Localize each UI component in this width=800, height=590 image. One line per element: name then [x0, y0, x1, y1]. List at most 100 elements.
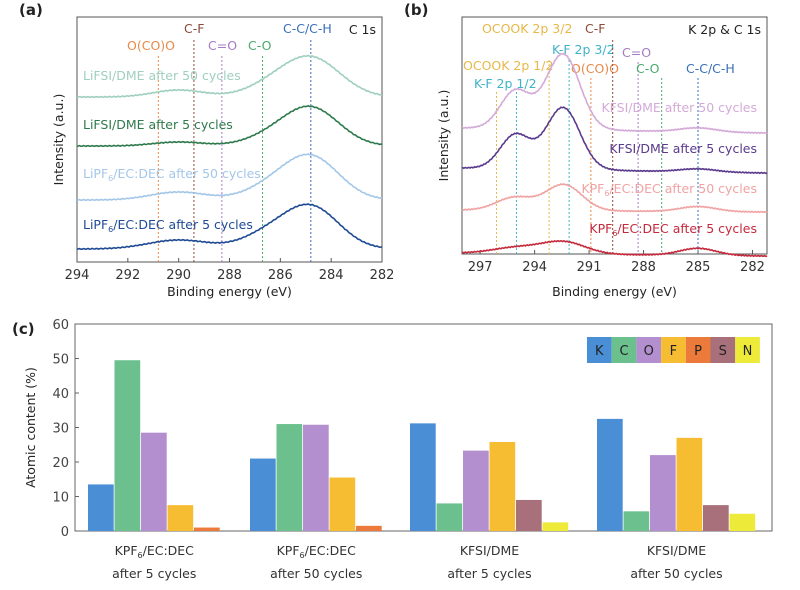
- category-label-line2: after 50 cycles: [630, 566, 722, 581]
- label-subscript: 6: [604, 189, 609, 198]
- category-label-line2: after 5 cycles: [447, 566, 531, 581]
- peak-label: O(CO)O: [127, 38, 175, 53]
- x-tick-label: 297: [468, 260, 493, 275]
- spectrum-curve: [76, 203, 383, 251]
- x-tick-label: 290: [166, 268, 191, 283]
- peak-label: C-O: [636, 61, 660, 76]
- bar-P: [356, 525, 382, 531]
- bar-F: [489, 441, 516, 531]
- legend-label: O: [644, 344, 654, 359]
- peak-label: C-F: [585, 21, 605, 36]
- bar-O: [141, 432, 167, 531]
- spectrum-curve: [461, 106, 768, 175]
- x-axis-label: Binding energy (eV): [552, 284, 677, 299]
- legend-label: S: [719, 344, 727, 359]
- x-tick-label: 292: [115, 268, 140, 283]
- spectrum-curve: [76, 104, 383, 148]
- label-text: KPF: [277, 543, 300, 558]
- label-text: LiPF: [83, 166, 108, 181]
- bar-N: [542, 522, 569, 531]
- legend-swatch: [661, 337, 686, 363]
- label-text: LiPF: [83, 217, 108, 232]
- spectrum-curve: [461, 183, 768, 214]
- bar-N: [729, 513, 756, 531]
- label-text: LiFSI/DME after 50 cycles: [83, 68, 241, 83]
- spectrum-curve: [461, 52, 768, 135]
- peak-label: C=O: [208, 38, 237, 53]
- x-tick-label: 282: [370, 268, 395, 283]
- peak-label: OCOOK 2p 1/2: [463, 58, 553, 73]
- peak-label: O(CO)O: [571, 61, 619, 76]
- label-text: KPF: [581, 181, 604, 196]
- x-tick-label: 294: [522, 260, 547, 275]
- panel-label: (a): [19, 1, 43, 19]
- label-subscript: 6: [300, 551, 305, 560]
- x-tick-label: 285: [686, 260, 711, 275]
- spectrum-curve: [76, 153, 383, 202]
- y-tick-label: 30: [52, 422, 69, 437]
- label-text: KPF: [115, 543, 138, 558]
- category-label-line2: after 50 cycles: [270, 566, 362, 581]
- y-tick-label: 40: [52, 387, 69, 402]
- label-text: KFSI/DME after 50 cycles: [601, 100, 757, 115]
- label-text: KFSI/DME: [460, 543, 519, 558]
- label-subscript: 6: [108, 225, 113, 234]
- peak-label: OCOOK 2p 3/2: [482, 21, 572, 36]
- panel-label: (c): [12, 320, 35, 338]
- core-level-label: C 1s: [349, 22, 376, 37]
- spectrum-curve: [461, 239, 768, 258]
- core-level-label: K 2p & C 1s: [688, 22, 761, 37]
- x-tick-label: 288: [217, 268, 242, 283]
- bar-F: [167, 505, 194, 531]
- x-tick-label: 291: [577, 260, 602, 275]
- legend-label: N: [743, 344, 753, 359]
- label-text: KFSI/DME: [647, 543, 706, 558]
- category-label: KFSI/DME: [460, 543, 519, 558]
- y-tick-label: 10: [52, 491, 69, 506]
- category-label: KPF6/EC:DEC: [115, 543, 195, 560]
- category-label: KFSI/DME: [647, 543, 706, 558]
- peak-label: C-O: [248, 38, 272, 53]
- bar-K: [597, 418, 623, 531]
- category-label-line2: after 5 cycles: [112, 566, 196, 581]
- legend-swatch: [735, 337, 760, 363]
- series-label: KPF6/EC:DEC after 5 cycles: [589, 221, 757, 238]
- spectrum-curve: [76, 54, 383, 99]
- bar-C: [436, 503, 463, 531]
- series-label: KFSI/DME after 50 cycles: [601, 100, 757, 115]
- y-axis-label: Intensity (a.u.): [436, 90, 451, 182]
- peak-label: C-F: [184, 21, 204, 36]
- legend-label: K: [595, 344, 604, 359]
- x-tick-label: 286: [268, 268, 293, 283]
- bar-F: [676, 437, 703, 531]
- legend-swatch: [587, 337, 612, 363]
- label-text: /EC:DEC after 5 cycles: [617, 221, 757, 236]
- bar-O: [650, 455, 676, 531]
- category-label: KPF6/EC:DEC: [277, 543, 357, 560]
- label-text: /EC:DEC after 50 cycles: [113, 166, 261, 181]
- bar-P: [194, 527, 220, 531]
- peak-label: C-C/C-H: [283, 21, 332, 36]
- panel-label: (b): [404, 1, 428, 19]
- label-text: KFSI/DME after 5 cycles: [609, 141, 757, 156]
- label-subscript: 6: [138, 551, 143, 560]
- bar-O: [303, 424, 329, 531]
- y-tick-label: 20: [52, 456, 69, 471]
- label-subscript: 6: [108, 174, 113, 183]
- legend-swatch: [710, 337, 736, 363]
- bar-S: [516, 499, 542, 531]
- bar-C: [276, 424, 303, 531]
- bar-F: [329, 477, 356, 531]
- legend-label: C: [619, 344, 628, 359]
- y-tick-label: 60: [52, 318, 69, 333]
- peak-label: K-F 2p 1/2: [474, 76, 537, 91]
- legend-swatch: [636, 337, 662, 363]
- peak-label: C=O: [622, 45, 651, 60]
- legend-swatch: [611, 337, 637, 363]
- bar-O: [463, 450, 489, 531]
- series-label: LiPF6/EC:DEC after 50 cycles: [83, 166, 261, 183]
- panel-c: (c) 0 10 20 30 40 50 60 Atomic content (%) after …: [12, 318, 773, 581]
- legend-label: F: [670, 344, 677, 359]
- bar-C: [623, 511, 650, 531]
